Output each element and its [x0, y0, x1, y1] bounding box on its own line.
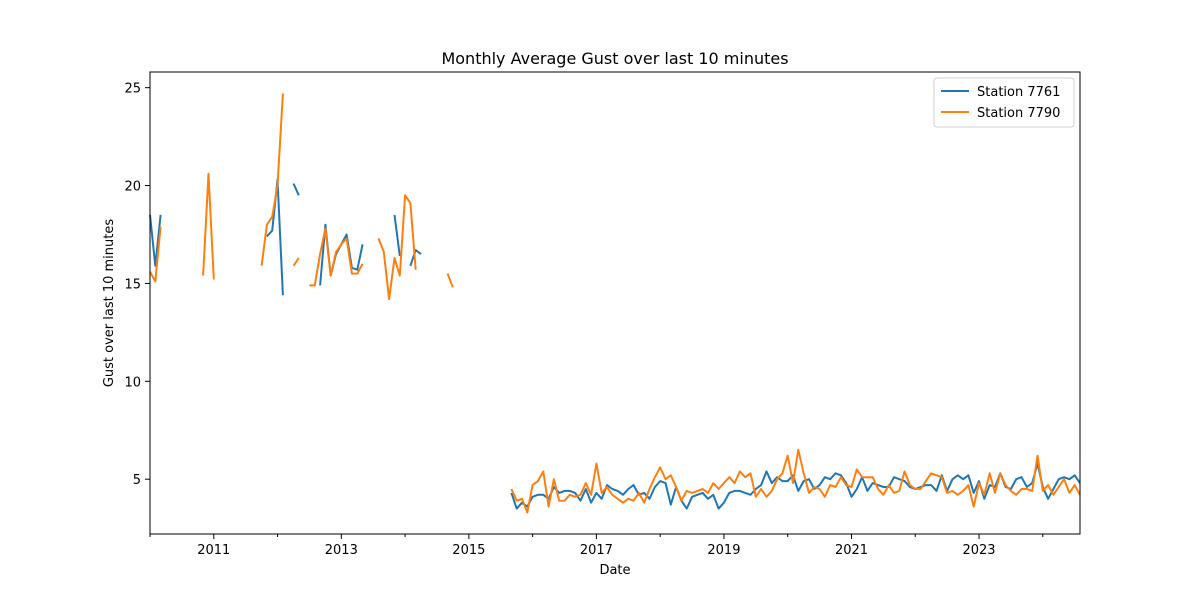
chart-title: Monthly Average Gust over last 10 minute…	[441, 49, 788, 68]
x-tick-label: 2013	[325, 543, 358, 558]
legend-label-station-7761: Station 7761	[977, 85, 1060, 100]
x-tick-label: 2017	[580, 543, 613, 558]
series-line-station-7790	[149, 93, 1081, 514]
y-axis: 5 10 15 20 25	[124, 82, 150, 488]
y-tick-label: 25	[124, 82, 141, 97]
x-tick-label: 2021	[835, 543, 868, 558]
y-tick-label: 20	[124, 180, 141, 195]
y-tick-label: 10	[124, 375, 141, 390]
x-axis: 2011 2013 2015 2017 2019 2021 2023	[149, 534, 1044, 558]
plot-frame	[149, 71, 1081, 535]
x-tick-label: 2011	[197, 543, 230, 558]
y-axis-title: Gust over last 10 minutes	[102, 219, 117, 388]
y-tick-label: 5	[133, 473, 141, 488]
x-axis-title: Date	[599, 563, 630, 578]
legend-label-station-7790: Station 7790	[977, 106, 1060, 121]
x-tick-label: 2019	[707, 543, 740, 558]
plot-lines	[149, 93, 1081, 514]
y-tick-label: 15	[124, 277, 141, 292]
x-tick-label: 2023	[962, 543, 995, 558]
x-tick-label: 2015	[452, 543, 485, 558]
legend: Station 7761 Station 7790	[933, 77, 1075, 128]
